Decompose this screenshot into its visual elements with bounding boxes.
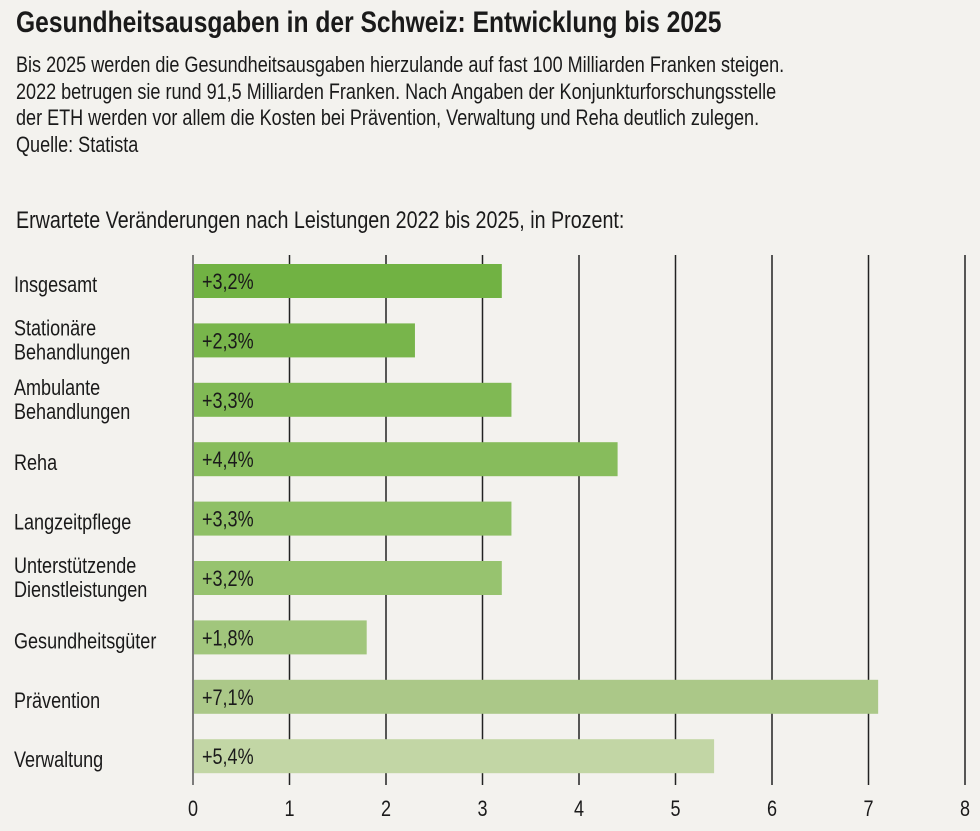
data-label: +3,2% bbox=[202, 270, 254, 294]
bar bbox=[194, 323, 415, 358]
bar bbox=[194, 679, 879, 714]
data-label: +4,4% bbox=[202, 449, 254, 473]
data-label: +2,3% bbox=[202, 330, 254, 354]
category-label: Behandlungen bbox=[14, 341, 130, 365]
bar bbox=[194, 561, 502, 595]
category-label: Dienstleistungen bbox=[14, 578, 147, 602]
description: Bis 2025 werden die Gesundheitsausgaben … bbox=[16, 52, 953, 158]
category-label: Behandlungen bbox=[14, 400, 130, 424]
x-tick-label: 5 bbox=[670, 797, 680, 821]
x-tick-label: 4 bbox=[574, 797, 584, 821]
data-label: +3,3% bbox=[202, 508, 254, 532]
category-label: Unterstützende bbox=[14, 554, 136, 578]
category-label: Ambulante bbox=[14, 376, 100, 400]
description-line: der ETH werden vor allem die Kosten bei … bbox=[16, 105, 760, 130]
data-label: +3,3% bbox=[202, 389, 254, 413]
data-label: +5,4% bbox=[202, 746, 254, 770]
x-tick-label: 0 bbox=[188, 797, 198, 821]
page-title: Gesundheitsausgaben in der Schweiz: Entw… bbox=[16, 6, 722, 39]
bar bbox=[194, 264, 502, 298]
category-label: Langzeitpflege bbox=[14, 511, 131, 535]
source-line: Quelle: Statista bbox=[16, 131, 139, 157]
category-label: Gesundheitsgüter bbox=[14, 630, 157, 654]
description-line: Bis 2025 werden die Gesundheitsausgaben … bbox=[16, 52, 785, 77]
description-line: 2022 betrugen sie rund 91,5 Milliarden F… bbox=[16, 78, 777, 104]
bar bbox=[194, 739, 715, 774]
category-label: Prävention bbox=[14, 689, 100, 713]
category-label: Stationäre bbox=[14, 317, 96, 341]
x-tick-label: 1 bbox=[284, 797, 294, 821]
bar bbox=[194, 620, 367, 655]
data-label: +7,1% bbox=[202, 686, 254, 710]
bar bbox=[194, 382, 512, 417]
bar bbox=[194, 501, 512, 536]
x-tick-label: 2 bbox=[381, 797, 391, 821]
category-label: Reha bbox=[14, 452, 58, 476]
x-tick-label: 7 bbox=[863, 797, 873, 821]
data-label: +1,8% bbox=[202, 627, 254, 651]
chart-title: Erwartete Veränderungen nach Leistungen … bbox=[16, 207, 625, 234]
x-tick-label: 6 bbox=[767, 797, 777, 821]
x-tick-label: 3 bbox=[477, 797, 487, 821]
bar bbox=[194, 442, 618, 477]
data-label: +3,2% bbox=[202, 567, 254, 591]
category-label: Insgesamt bbox=[14, 273, 98, 297]
category-label: Verwaltung bbox=[14, 749, 103, 773]
x-tick-label: 8 bbox=[960, 797, 970, 821]
